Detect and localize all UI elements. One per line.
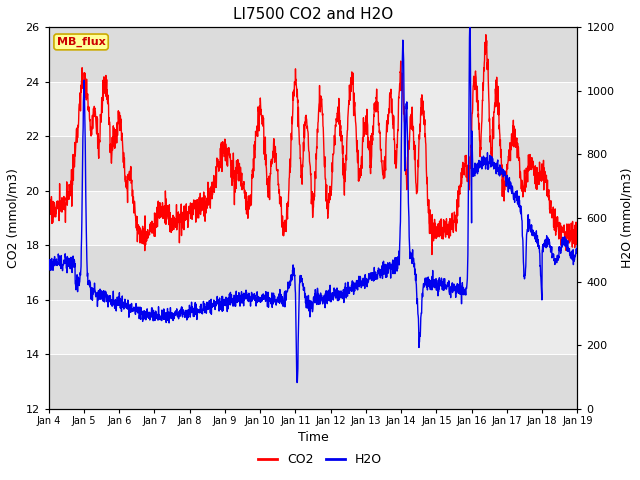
Bar: [49, 27, 577, 82]
Bar: [49, 136, 577, 191]
Y-axis label: H2O (mmol/m3): H2O (mmol/m3): [620, 168, 633, 268]
Legend: CO2, H2O: CO2, H2O: [253, 448, 387, 471]
Bar: [49, 354, 577, 409]
Bar: [49, 191, 577, 245]
Title: LI7500 CO2 and H2O: LI7500 CO2 and H2O: [233, 7, 393, 22]
X-axis label: Time: Time: [298, 431, 328, 444]
Bar: [49, 245, 577, 300]
Bar: [49, 82, 577, 136]
Text: MB_flux: MB_flux: [57, 37, 106, 47]
Y-axis label: CO2 (mmol/m3): CO2 (mmol/m3): [7, 168, 20, 268]
Bar: [49, 300, 577, 354]
